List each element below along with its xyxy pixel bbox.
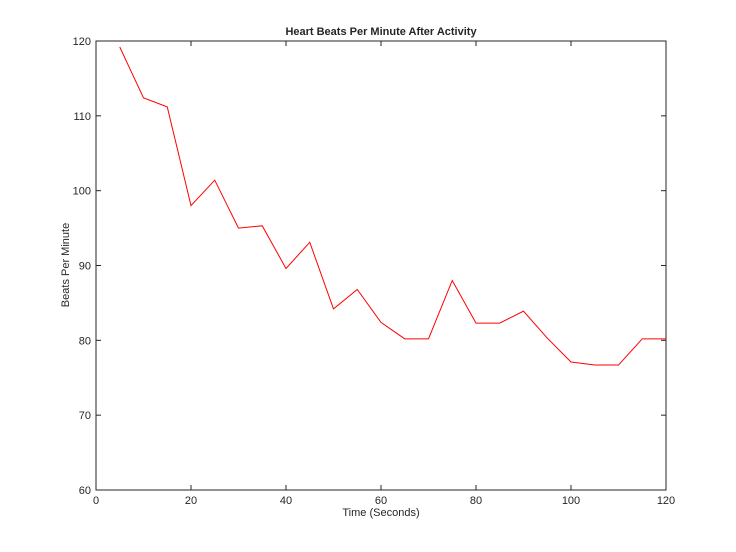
data-point	[618, 365, 619, 366]
y-tick-label: 100	[73, 186, 91, 198]
data-point	[357, 289, 358, 290]
x-axis-label: Time (Seconds)	[342, 507, 419, 519]
x-tick-label: 80	[470, 495, 482, 507]
y-axis-label: Beats Per Minute	[60, 223, 72, 307]
y-tick-label: 80	[79, 335, 91, 347]
x-tick-label: 20	[185, 495, 197, 507]
data-point	[214, 180, 215, 181]
plot-area: 0 20 40 60 80 100 120 60 70 80 90 100 110 120	[73, 36, 676, 507]
data-point	[119, 46, 120, 47]
y-tick-label: 120	[73, 36, 91, 48]
data-point	[499, 323, 500, 324]
x-tick-label: 40	[280, 495, 292, 507]
axes-box	[95, 40, 667, 491]
data-point	[191, 205, 192, 206]
data-point	[642, 338, 643, 339]
x-tick-label: 120	[657, 495, 675, 507]
data-point	[286, 268, 287, 269]
x-tick-label: 60	[375, 495, 387, 507]
data-point	[594, 365, 595, 366]
data-point	[571, 362, 572, 363]
data-point	[143, 97, 144, 98]
data-point	[404, 338, 405, 339]
data-point	[262, 225, 263, 226]
data-point	[666, 338, 667, 339]
y-tick-label: 60	[79, 485, 91, 497]
x-tick-label: 100	[562, 495, 580, 507]
series-line	[119, 46, 666, 366]
data-point	[547, 338, 548, 339]
data-point	[333, 308, 334, 309]
data-point	[452, 280, 453, 281]
y-tick-label: 110	[73, 111, 91, 123]
data-point	[476, 323, 477, 324]
y-tick-label: 70	[79, 410, 91, 422]
data-point	[381, 322, 382, 323]
chart-title: Heart Beats Per Minute After Activity	[285, 26, 477, 38]
data-point	[428, 338, 429, 339]
data-point	[523, 311, 524, 312]
data-point	[167, 106, 168, 107]
y-tick-label: 90	[79, 261, 91, 273]
data-point	[238, 228, 239, 229]
x-tick-label: 0	[93, 495, 99, 507]
data-point	[309, 242, 310, 243]
